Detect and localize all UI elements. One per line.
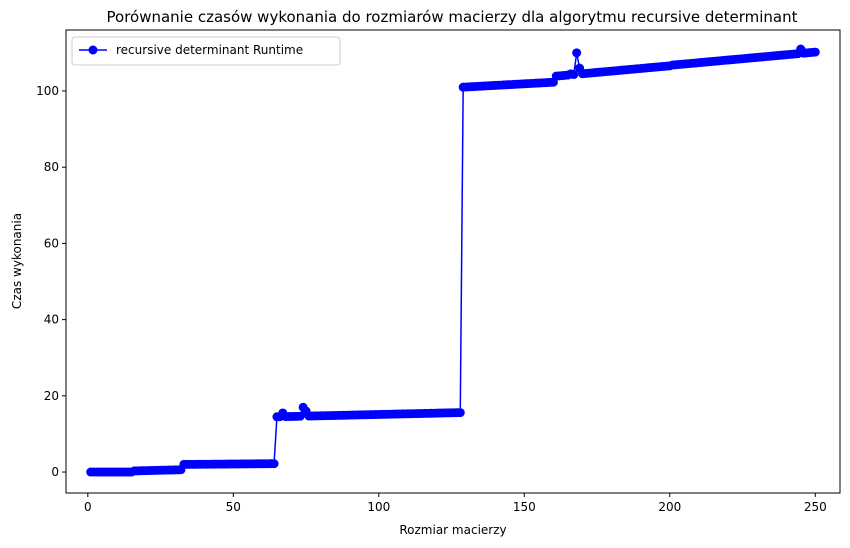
x-tick-label: 100: [367, 500, 390, 514]
y-tick-label: 60: [44, 236, 59, 250]
data-point: [810, 47, 820, 57]
y-axis-ticks: 0 20 40 60 80 100: [36, 84, 66, 479]
legend-label: recursive determinant Runtime: [116, 43, 303, 57]
x-tick-label: 150: [513, 500, 536, 514]
data-point: [569, 70, 579, 80]
series-runtime: [86, 44, 820, 477]
y-axis-label: Czas wykonania: [10, 213, 24, 309]
data-point: [455, 408, 465, 418]
data-point: [295, 411, 305, 421]
plot-area: [65, 29, 841, 494]
x-axis-ticks: 0 50 100 150 200 250: [84, 493, 827, 514]
x-tick-label: 250: [804, 500, 827, 514]
chart-title: Porównanie czasów wykonania do rozmiarów…: [107, 8, 798, 26]
y-tick-label: 0: [51, 465, 59, 479]
x-tick-label: 50: [226, 500, 241, 514]
y-tick-label: 100: [36, 84, 59, 98]
x-axis-label: Rozmiar macierzy: [399, 523, 506, 537]
y-tick-label: 80: [44, 160, 59, 174]
y-tick-label: 40: [44, 313, 59, 327]
data-point: [572, 48, 582, 58]
legend-marker: [88, 45, 98, 55]
y-tick-label: 20: [44, 389, 59, 403]
data-point: [269, 459, 279, 469]
x-tick-label: 200: [658, 500, 681, 514]
legend-box: [71, 36, 341, 66]
legend: recursive determinant Runtime: [71, 36, 341, 66]
x-tick-label: 0: [84, 500, 92, 514]
